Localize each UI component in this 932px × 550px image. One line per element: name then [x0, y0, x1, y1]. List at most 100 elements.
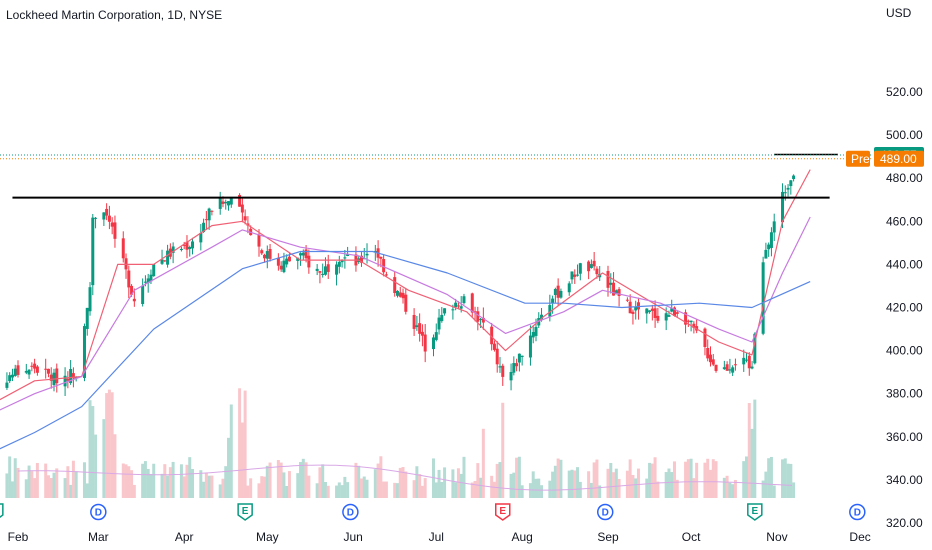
price-axis[interactable]: USD 520.00 500.00 480.00 460.00 440.00 420.00… [886, 6, 923, 530]
candle-body [709, 354, 712, 363]
candle-body [609, 282, 613, 285]
candle-body [149, 274, 153, 282]
volume-bar [540, 485, 544, 498]
candle-body [612, 282, 616, 296]
candle-body [229, 198, 233, 205]
volume-bar [767, 458, 771, 498]
candle-body [204, 219, 208, 221]
candle-body [670, 308, 674, 312]
volume-bar [346, 482, 350, 498]
volume-bar [404, 471, 408, 498]
candle-body [459, 306, 463, 309]
candle-body [567, 283, 571, 293]
volume-bar [343, 476, 347, 498]
candle-body [470, 293, 474, 313]
candle-body [548, 305, 552, 317]
volume-bar [578, 481, 582, 498]
events[interactable]: EDEDEDED [0, 503, 866, 521]
candle-body [127, 270, 131, 288]
candle-body [495, 348, 499, 365]
pre-price-label: 489.00 [880, 152, 917, 166]
volume-bar [16, 467, 20, 498]
volume-bar [498, 462, 502, 498]
ma-slow-line [0, 250, 811, 450]
volume-bar [395, 483, 399, 498]
volume-bar [393, 482, 397, 498]
candle-body [706, 347, 710, 359]
dividend-event-letter: D [95, 508, 102, 519]
dividend-event-icon [90, 503, 107, 521]
candle-body [24, 370, 28, 373]
candle-body [188, 246, 192, 249]
candle-body [398, 292, 402, 297]
volume-bar [722, 477, 726, 498]
candle-body [456, 305, 460, 307]
candle-body [276, 257, 280, 266]
candle-body [307, 255, 311, 268]
candle-body [102, 212, 106, 220]
volume-bar [210, 475, 214, 498]
candle-body [675, 312, 679, 314]
volume-bar [71, 460, 75, 498]
volume-bar [88, 400, 92, 498]
volume-bar [656, 481, 660, 498]
volume-bar [631, 474, 635, 498]
volume-bar [85, 483, 89, 498]
candle-body [182, 244, 186, 246]
volume-bar [709, 469, 712, 498]
y-tick-label: 440.00 [886, 257, 923, 271]
candle-body [742, 357, 746, 365]
candle-body [279, 265, 283, 270]
ma-mid-line [0, 216, 811, 411]
volume-bar [423, 478, 427, 498]
volume-bar [335, 485, 339, 498]
volume-bar [30, 471, 34, 498]
volume-bar [509, 473, 513, 498]
volume-bar [69, 484, 73, 498]
candle-body [667, 315, 671, 317]
candle-body [373, 250, 377, 253]
volume-bar [315, 483, 319, 498]
candle-body [33, 363, 37, 369]
candle-body [16, 365, 20, 375]
volume-bar [675, 479, 679, 498]
pre-tag-label: Pre [851, 152, 870, 166]
volume-bar [163, 464, 167, 498]
candle-body [91, 217, 95, 286]
volume-bar [634, 478, 638, 498]
volume-bar [182, 476, 186, 498]
volume-bar [287, 471, 291, 498]
volume-bar [46, 475, 50, 498]
volume-bar [199, 470, 203, 498]
volume-bar [265, 465, 269, 498]
candle-body [69, 368, 73, 384]
volume-bar [240, 422, 244, 498]
candle-body [772, 221, 776, 233]
pre-price-badge [874, 150, 924, 167]
candle-body [285, 258, 289, 265]
volume-bar [307, 475, 311, 498]
volume-bar [512, 472, 516, 498]
x-tick-label: Feb [8, 530, 29, 544]
volume-bar [476, 463, 480, 498]
candle-body [517, 353, 521, 363]
candle-body [257, 234, 261, 247]
volume-bar [299, 462, 303, 498]
volume-bar [354, 462, 358, 498]
candle-body [573, 274, 577, 277]
volume-bar [166, 475, 170, 498]
candle-body [63, 375, 67, 387]
drawn-lines[interactable] [12, 153, 838, 199]
pre-tag-badge [846, 150, 870, 167]
volume-bar [706, 458, 710, 498]
candle-body [404, 294, 408, 312]
time-axis[interactable]: Feb Mar Apr May Jun Jul Aug Sep Oct Nov Dec [8, 530, 871, 544]
volume-bar [454, 482, 458, 498]
x-tick-label: Mar [88, 530, 109, 544]
volume-bar [451, 469, 455, 498]
price-badges: 490.77Pre489.00 [846, 146, 924, 167]
volume-bar [221, 478, 225, 498]
candle-body [714, 364, 718, 371]
candle-body [49, 374, 53, 381]
